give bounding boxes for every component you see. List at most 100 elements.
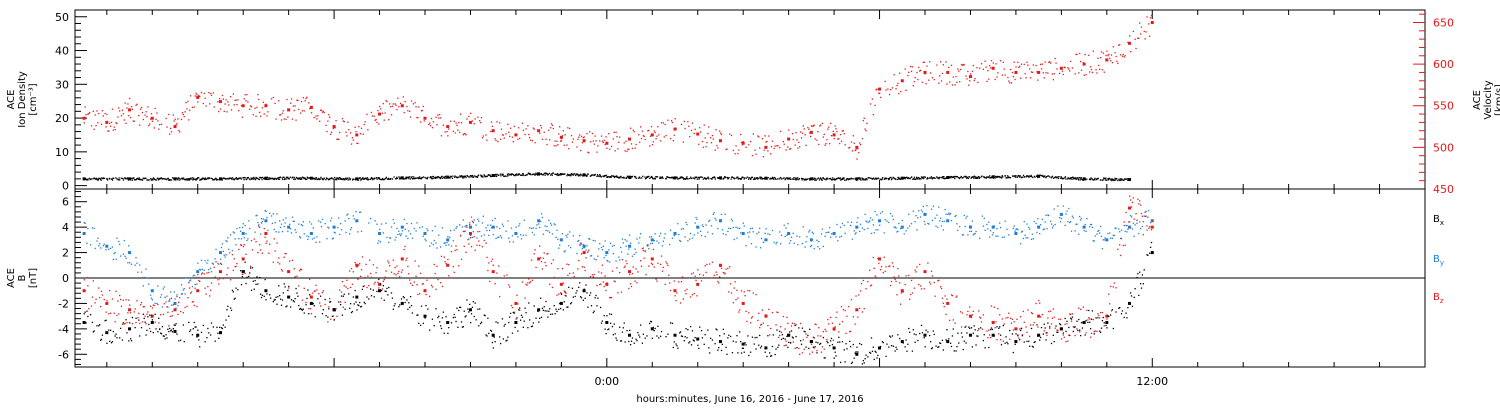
by-series-dot bbox=[368, 222, 370, 224]
density-series-dot bbox=[399, 177, 401, 179]
bz-series-dot bbox=[724, 273, 726, 275]
velocity-series-dot bbox=[958, 70, 960, 72]
velocity-series-dot bbox=[97, 122, 99, 124]
by-series-dot bbox=[494, 217, 496, 220]
velocity-series-dot bbox=[813, 124, 815, 126]
bz-series-dot bbox=[602, 281, 604, 283]
density-series-dot bbox=[494, 175, 496, 178]
by-series-dot bbox=[219, 258, 222, 260]
by-series-dot bbox=[851, 238, 854, 240]
bz-series-dot bbox=[244, 272, 246, 275]
density-series-dot bbox=[881, 178, 883, 180]
by-series-dot bbox=[725, 234, 727, 236]
bz-series-dot bbox=[414, 260, 416, 262]
density-series-dot bbox=[161, 178, 163, 180]
density-series-dot bbox=[771, 176, 774, 179]
bz-series-point bbox=[446, 263, 450, 267]
by-series-dot bbox=[224, 256, 226, 258]
velocity-series-dot bbox=[849, 146, 851, 149]
by-series-dot bbox=[439, 246, 442, 248]
by-series-dot bbox=[324, 222, 326, 225]
velocity-series-dot bbox=[1143, 30, 1145, 33]
velocity-series-dot bbox=[952, 76, 954, 78]
by-series-dot bbox=[448, 244, 450, 246]
by-series-point bbox=[787, 232, 791, 235]
bx-series-dot bbox=[506, 339, 508, 341]
velocity-series-dot bbox=[897, 82, 899, 85]
velocity-series-dot bbox=[208, 91, 210, 94]
bz-series-dot bbox=[1031, 312, 1034, 315]
density-series-dot bbox=[101, 177, 103, 179]
density-series-dot bbox=[135, 179, 137, 181]
bz-series-dot bbox=[94, 302, 96, 304]
by-series-dot bbox=[1091, 226, 1094, 229]
bz-series-dot bbox=[191, 301, 194, 303]
by-series-dot bbox=[878, 220, 880, 222]
velocity-series-dot bbox=[346, 135, 348, 137]
velocity-series-dot bbox=[865, 129, 867, 132]
bz-series-dot bbox=[833, 329, 835, 331]
by-series-dot bbox=[559, 244, 561, 246]
by-series-dot bbox=[84, 222, 86, 224]
velocity-series-dot bbox=[496, 121, 498, 123]
bx-series-dot bbox=[569, 303, 572, 305]
bx-series-dot bbox=[407, 308, 409, 310]
density-series-dot bbox=[576, 173, 578, 175]
bz-series-dot bbox=[454, 249, 456, 252]
by-series-dot bbox=[650, 236, 653, 238]
by-series-dot bbox=[83, 221, 85, 224]
bz-series-dot bbox=[820, 351, 823, 353]
bx-series-dot bbox=[409, 295, 412, 298]
by-series-dot bbox=[199, 268, 201, 271]
density-series-dot bbox=[693, 178, 696, 180]
bx-series-dot bbox=[590, 305, 593, 307]
bz-series-dot bbox=[168, 325, 170, 327]
velocity-series-dot bbox=[454, 132, 456, 134]
density-series-dot bbox=[773, 176, 775, 179]
density-series-dot bbox=[240, 178, 242, 180]
density-series-dot bbox=[182, 178, 184, 181]
by-series-dot bbox=[476, 237, 478, 239]
velocity-series-dot bbox=[124, 102, 126, 104]
by-series-dot bbox=[1115, 227, 1117, 230]
velocity-series-dot bbox=[874, 104, 876, 107]
bz-series-dot bbox=[384, 276, 386, 278]
velocity-series-dot bbox=[1109, 60, 1112, 62]
density-series-dot bbox=[389, 178, 391, 180]
bz-series-dot bbox=[193, 304, 195, 307]
bz-series-dot bbox=[955, 296, 957, 298]
bz-series-dot bbox=[697, 269, 699, 271]
bx-series-dot bbox=[501, 318, 504, 320]
by-series-dot bbox=[708, 220, 710, 222]
bz-series-dot bbox=[470, 246, 473, 248]
bx-series-dot bbox=[174, 324, 176, 326]
velocity-series-dot bbox=[182, 113, 184, 116]
bz-series-dot bbox=[280, 268, 283, 271]
bx-series-dot bbox=[286, 305, 288, 307]
bx-series-dot bbox=[299, 308, 301, 310]
bz-series-point bbox=[946, 301, 950, 305]
bz-series-dot bbox=[87, 285, 89, 287]
density-series-dot bbox=[476, 176, 479, 178]
density-series-dot bbox=[713, 176, 715, 179]
velocity-series-dot bbox=[232, 93, 234, 95]
bx-series-dot bbox=[235, 287, 237, 289]
density-series-dot bbox=[960, 175, 962, 178]
bx-series-dot bbox=[239, 270, 242, 272]
bz-series-dot bbox=[805, 333, 807, 335]
density-series-dot bbox=[263, 178, 265, 180]
bx-series-dot bbox=[159, 328, 161, 331]
bx-series-dot bbox=[470, 313, 473, 315]
density-series-dot bbox=[546, 173, 548, 175]
by-series-dot bbox=[173, 291, 175, 293]
by-series-dot bbox=[1148, 210, 1150, 212]
velocity-series-dot bbox=[305, 97, 307, 100]
by-series-dot bbox=[548, 219, 550, 222]
density-series-dot bbox=[506, 173, 509, 175]
density-series-dot bbox=[998, 175, 1001, 178]
density-series-dot bbox=[483, 174, 485, 176]
velocity-series-dot bbox=[757, 135, 759, 137]
bz-series-dot bbox=[581, 266, 584, 268]
bx-series-point bbox=[423, 314, 427, 318]
bx-series-dot bbox=[545, 300, 547, 303]
